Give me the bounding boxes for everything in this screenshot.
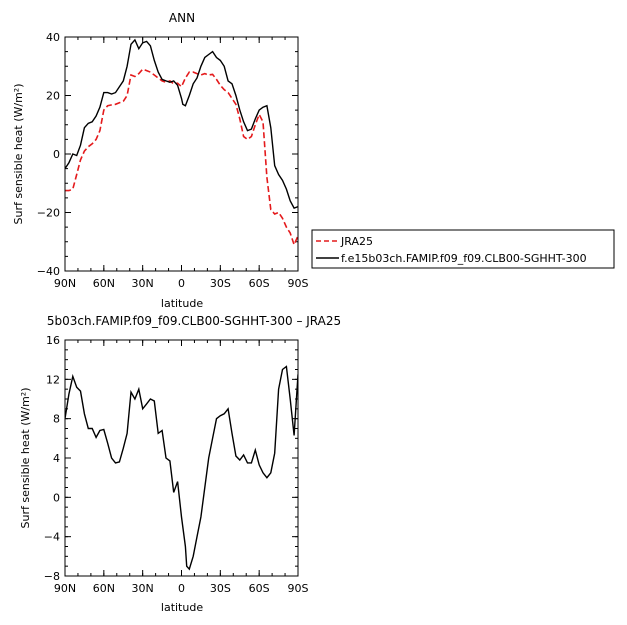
bottom-ytick-label: 8	[53, 413, 60, 426]
bottom-ytick-label: −8	[44, 570, 60, 583]
top-series-line-1	[65, 38, 298, 209]
top-xlabel: latitude	[161, 297, 203, 310]
top-xtick-label: 30S	[210, 277, 231, 290]
bottom-xtick-label: 0	[178, 582, 185, 595]
bottom-xtick-label: 30N	[132, 582, 154, 595]
bottom-xlabel: latitude	[161, 601, 203, 614]
top-panel: ANN Surf sensible heat (W/m²) latitude 9…	[12, 11, 309, 310]
bottom-series-lines	[65, 365, 298, 571]
top-ytick-label: −20	[37, 207, 60, 220]
legend-label-model: f.e15b03ch.FAMIP.f09_f09.CLB00-SGHHT-300	[341, 252, 587, 265]
top-xtick-label: 60N	[93, 277, 115, 290]
top-ytick-label: 0	[53, 148, 60, 161]
bottom-ytick-label: 0	[53, 491, 60, 504]
legend: JRA25 f.e15b03ch.FAMIP.f09_f09.CLB00-SGH…	[311, 229, 615, 269]
bottom-title: 5b03ch.FAMIP.f09_f09.CLB00-SGHHT-300 – J…	[47, 314, 341, 328]
top-plot-frame	[64, 36, 299, 272]
bottom-plot-frame	[64, 339, 299, 577]
top-xtick-label: 30N	[132, 277, 154, 290]
top-ytick-label: 20	[46, 90, 60, 103]
bottom-ytick-label: −4	[44, 531, 60, 544]
bottom-ylabel: Surf sensible heat (W/m²)	[19, 388, 32, 529]
top-xtick-label: 60S	[249, 277, 270, 290]
bottom-ytick-label: 12	[46, 373, 60, 386]
legend-box	[311, 229, 615, 269]
top-ytick-label: 40	[46, 31, 60, 44]
bottom-xtick-label: 30S	[210, 582, 231, 595]
top-xtick-label: 0	[178, 277, 185, 290]
top-xtick-label: 90N	[54, 277, 76, 290]
top-series-line-0	[65, 68, 298, 247]
bottom-xtick-label: 90N	[54, 582, 76, 595]
bottom-ytick-label: 16	[46, 334, 60, 347]
bottom-xtick-label: 90S	[288, 582, 309, 595]
top-xtick-label: 90S	[288, 277, 309, 290]
bottom-xtick-label: 60S	[249, 582, 270, 595]
bottom-xtick-label: 60N	[93, 582, 115, 595]
top-ylabel: Surf sensible heat (W/m²)	[12, 84, 25, 225]
top-axis-ticks: 90N 60N 30N 0 30S 60S 90S 40 20 0 −20 −40	[37, 31, 309, 290]
top-title: ANN	[169, 11, 195, 25]
bottom-series-line-0	[65, 365, 298, 571]
top-series-lines	[65, 38, 298, 247]
bottom-ytick-label: 4	[53, 452, 60, 465]
bottom-axis-ticks: 90N 60N 30N 0 30S 60S 90S 16 12 8 4 0 −4 −8	[44, 334, 309, 595]
top-ytick-label: −40	[37, 265, 60, 278]
legend-label-jra25: JRA25	[340, 235, 373, 248]
bottom-panel: 5b03ch.FAMIP.f09_f09.CLB00-SGHHT-300 – J…	[19, 314, 341, 614]
